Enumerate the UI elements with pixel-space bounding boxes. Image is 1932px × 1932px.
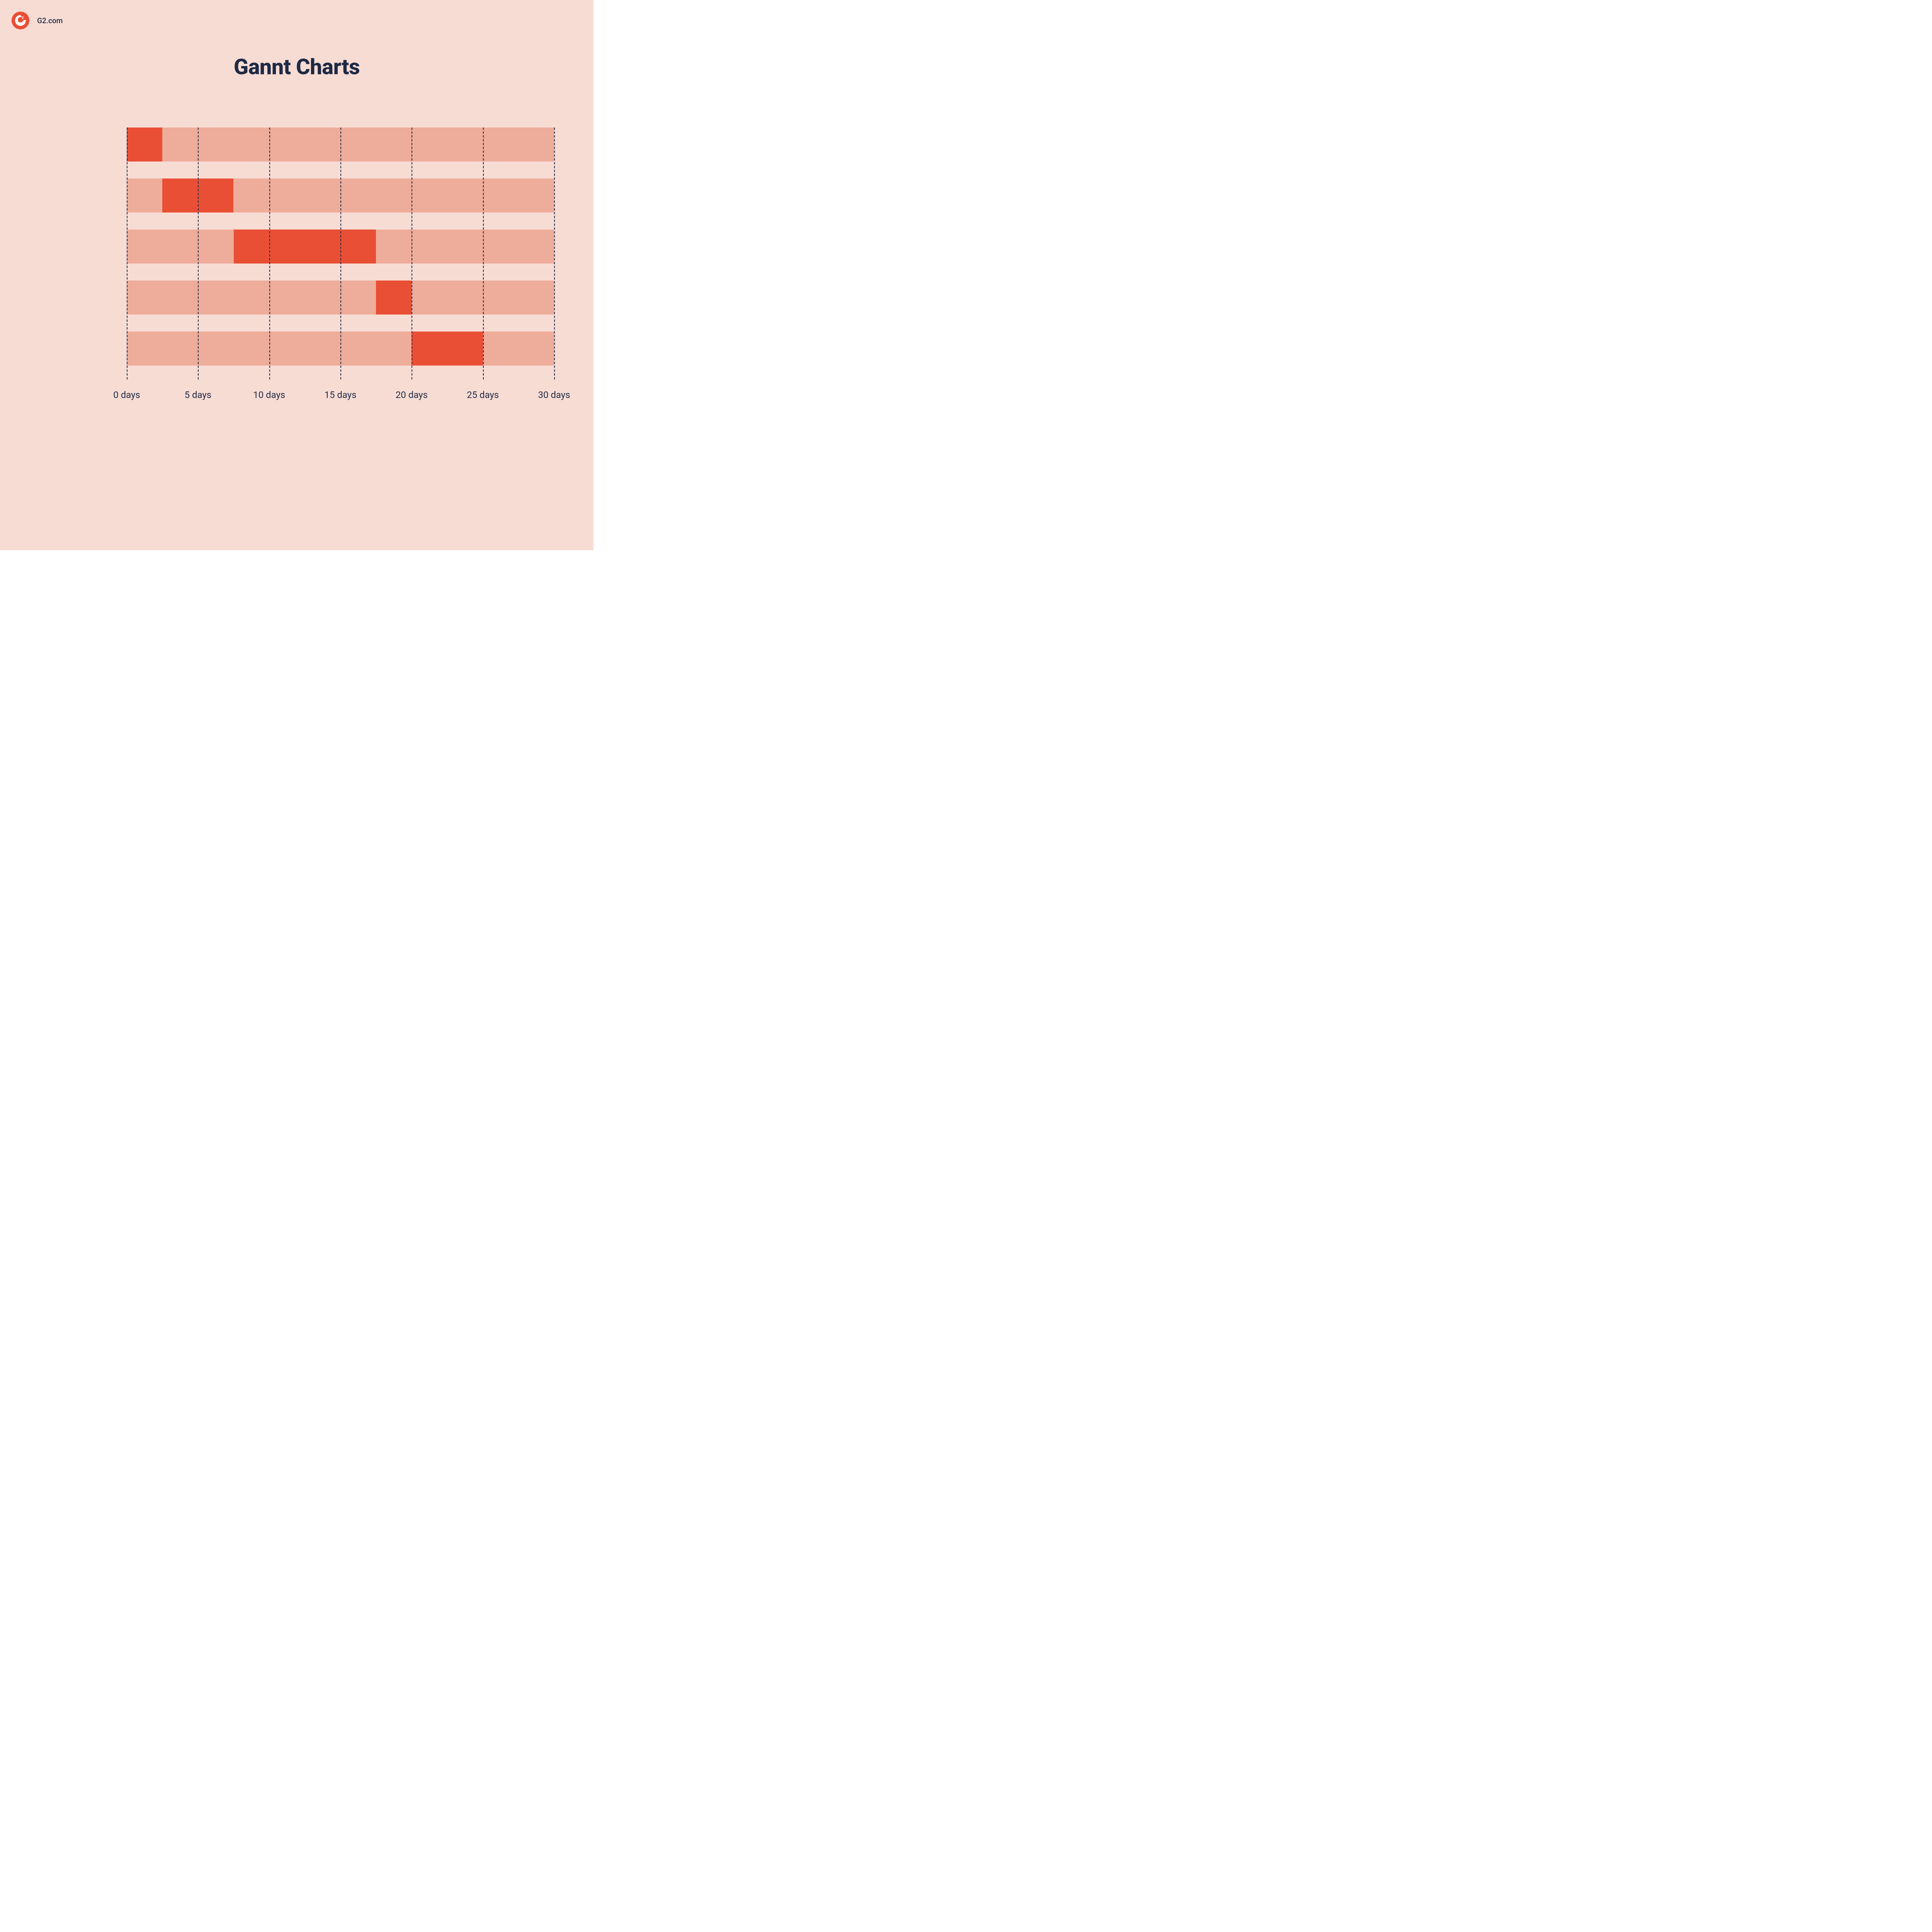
gantt-bar — [162, 179, 233, 213]
gantt-track — [127, 281, 554, 315]
gantt-bar — [127, 128, 162, 162]
x-axis-tick-label: 25 days — [467, 389, 499, 400]
gantt-track — [127, 128, 554, 162]
x-axis-tick-label: 20 days — [396, 389, 428, 400]
gantt-bar — [412, 332, 483, 366]
brand-text: G2.com — [37, 16, 63, 25]
gantt-row: Task 1Code creation — [11, 128, 554, 162]
chart-title: Gannt Charts — [0, 54, 594, 80]
header: 2 G2.com — [12, 12, 63, 29]
x-axis-tick-label: 10 days — [253, 389, 285, 400]
gantt-bar — [234, 230, 376, 264]
gantt-row: Task 4Beta user tests & feedback — [11, 281, 554, 315]
x-axis-tick-label: 0 days — [113, 389, 140, 400]
gantt-chart: Task 1Code creation Task 2Functional test… — [11, 128, 554, 419]
canvas: 2 G2.com Gannt Charts Task 1Code creatio… — [0, 0, 594, 550]
gridline — [554, 128, 555, 379]
x-axis-tick-label: 15 days — [324, 389, 356, 400]
gantt-row: Task 3Performance testing — [11, 230, 554, 264]
gantt-row: Task 2Functional testing — [11, 179, 554, 213]
gantt-track — [127, 332, 554, 366]
svg-text:2: 2 — [22, 16, 24, 20]
x-axis-tick-label: 5 days — [185, 389, 212, 400]
g2-logo-icon: 2 — [12, 12, 29, 29]
gantt-row: Task 5Deploy code update — [11, 332, 554, 366]
gantt-rows: Task 1Code creation Task 2Functional test… — [11, 128, 554, 366]
x-axis-tick-label: 30 days — [538, 389, 570, 400]
gantt-bar — [376, 281, 412, 315]
